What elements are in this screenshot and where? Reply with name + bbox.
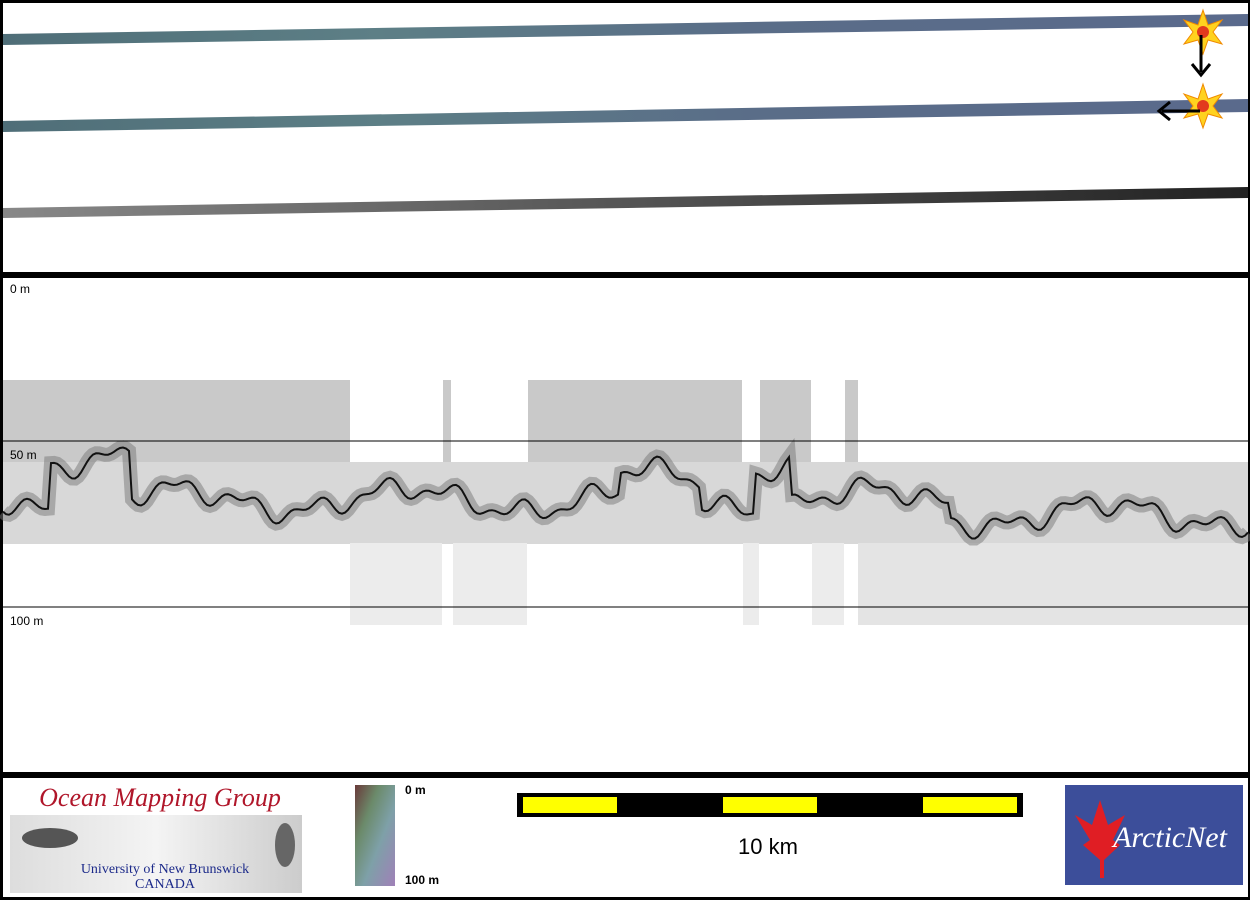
seabed-reflector bbox=[2, 446, 1249, 540]
logo-country: CANADA bbox=[135, 877, 196, 892]
arcticnet-logo: ArcticNet bbox=[1065, 785, 1243, 885]
omg-logo: Ocean Mapping Group University of New Br… bbox=[10, 783, 302, 893]
colorbar-label: 0 m bbox=[405, 783, 426, 797]
logo-title: Ocean Mapping Group bbox=[39, 783, 281, 812]
scale-bar bbox=[517, 793, 1023, 817]
partner-name: ArcticNet bbox=[1111, 821, 1228, 854]
scale-label: 10 km bbox=[738, 834, 798, 859]
colorbar bbox=[355, 785, 395, 886]
swath bbox=[3, 99, 1248, 132]
logo-subtitle: University of New Brunswick bbox=[81, 862, 249, 877]
swath bbox=[3, 187, 1248, 218]
colorbar-label: 100 m bbox=[405, 873, 439, 887]
depth-label: 0 m bbox=[10, 282, 30, 296]
position-marker bbox=[1156, 82, 1224, 130]
position-marker bbox=[1182, 8, 1224, 78]
depth-label: 100 m bbox=[10, 614, 43, 628]
profile-image bbox=[3, 380, 1248, 625]
swath bbox=[3, 14, 1248, 45]
depth-label: 50 m bbox=[10, 448, 37, 462]
map-panel bbox=[3, 3, 1248, 272]
